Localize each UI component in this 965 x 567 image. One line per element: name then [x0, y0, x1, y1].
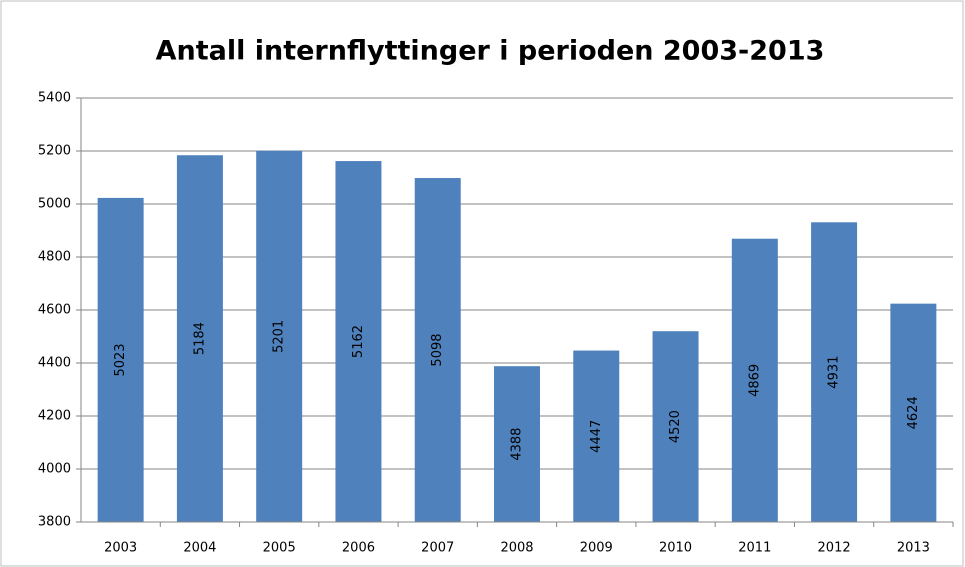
y-tick-label: 3800 — [38, 515, 71, 530]
x-tick-label: 2011 — [738, 541, 771, 556]
data-label: 5184 — [192, 322, 207, 355]
x-tick-label: 2010 — [659, 541, 692, 556]
x-tick-label: 2009 — [580, 541, 613, 556]
data-label: 4624 — [906, 396, 921, 429]
y-tick-label: 4600 — [38, 303, 71, 318]
bar — [335, 161, 382, 522]
y-tick-label: 5000 — [38, 197, 71, 212]
data-label: 4388 — [510, 428, 525, 461]
y-tick-label: 5200 — [38, 144, 71, 159]
data-label: 5162 — [351, 325, 366, 358]
data-label: 5023 — [113, 343, 128, 376]
x-tick-label: 2003 — [104, 541, 137, 556]
bar — [256, 150, 303, 523]
x-tick-label: 2013 — [897, 541, 930, 556]
x-tick-label: 2012 — [818, 541, 851, 556]
data-label: 4869 — [747, 364, 762, 397]
y-tick-label: 4000 — [38, 462, 71, 477]
bar — [494, 366, 540, 522]
x-tick-label: 2004 — [183, 541, 216, 556]
y-tick-label: 5400 — [38, 91, 71, 106]
bar — [652, 331, 699, 522]
bar — [890, 303, 937, 522]
x-tick-label: 2006 — [342, 541, 375, 556]
bar — [731, 238, 778, 522]
data-label: 5098 — [430, 333, 445, 366]
y-tick-label: 4200 — [38, 409, 71, 424]
chart-title: Antall internflyttinger i perioden 2003-… — [156, 36, 825, 67]
data-label: 4931 — [827, 356, 842, 389]
bar — [97, 197, 144, 522]
x-tick-label: 2005 — [263, 541, 296, 556]
y-tick-label: 4400 — [38, 356, 71, 371]
data-label: 4447 — [589, 420, 604, 453]
bar — [414, 178, 461, 522]
x-tick-label: 2007 — [421, 541, 454, 556]
bar — [176, 155, 223, 523]
y-tick-label: 4800 — [38, 250, 71, 265]
bar — [573, 350, 620, 522]
x-tick-label: 2008 — [500, 541, 533, 556]
data-label: 5201 — [272, 320, 287, 353]
data-label: 4520 — [668, 410, 683, 443]
bar — [811, 222, 858, 522]
